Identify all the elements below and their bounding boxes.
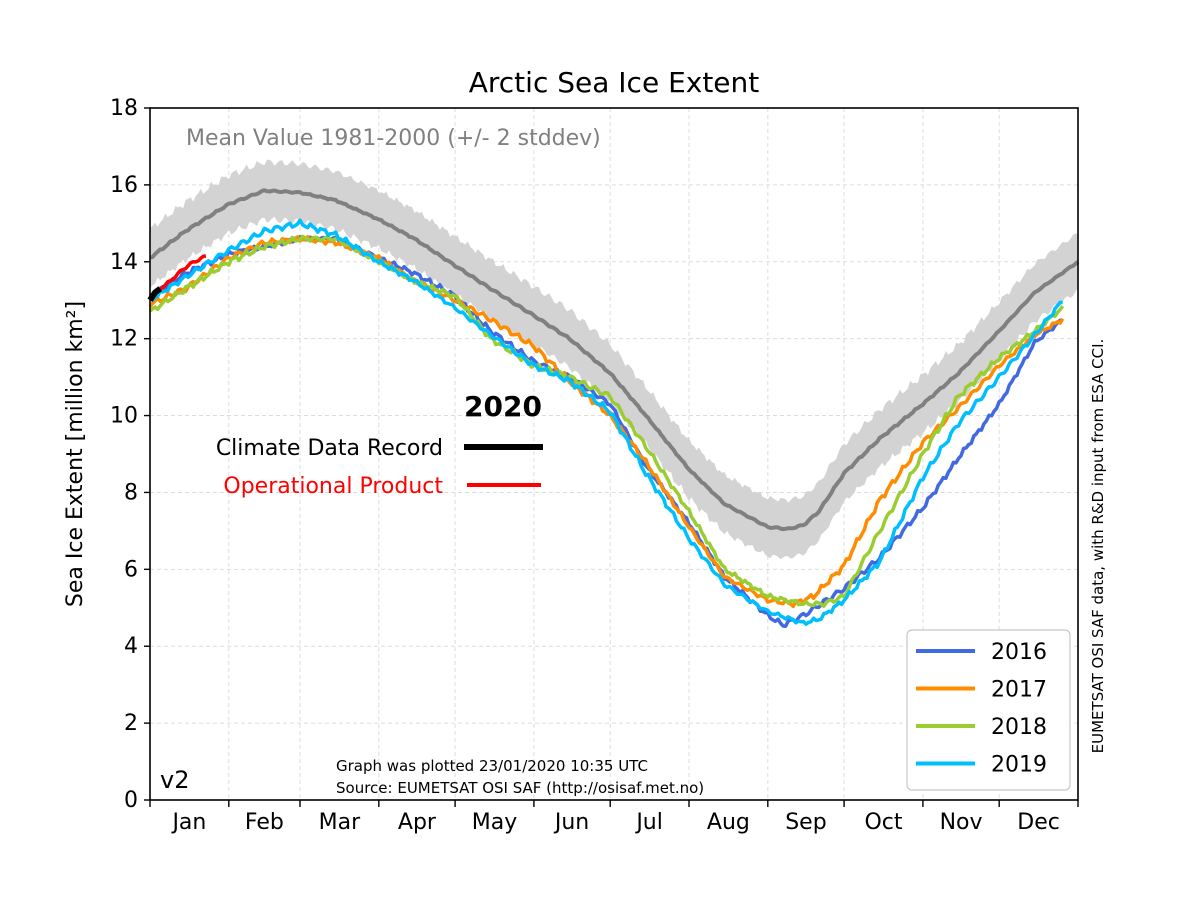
series-line-2018: [148, 234, 1065, 608]
mean-label: Mean Value 1981-2000 (+/- 2 stddev): [186, 126, 601, 151]
mean-stddev-band: [150, 159, 1078, 560]
source-note: Source: EUMETSAT OSI SAF (http://osisaf.…: [336, 779, 704, 797]
y-tick-label: 10: [110, 404, 138, 429]
y-axis-label: Sea Ice Extent [million km²]: [63, 301, 88, 607]
legend-label-2017: 2017: [991, 678, 1047, 703]
legend-label-2019: 2019: [991, 753, 1047, 778]
y-tick-label: 16: [110, 173, 138, 198]
y-tick-label: 8: [124, 480, 138, 505]
legend-label-2018: 2018: [991, 715, 1047, 740]
cdr-label: Climate Data Record: [216, 436, 443, 461]
y-tick-label: 0: [124, 788, 138, 813]
legend-label-2016: 2016: [991, 640, 1047, 665]
y-tick-label: 18: [110, 96, 138, 121]
x-tick-label: Apr: [398, 810, 437, 835]
x-tick-label: Jun: [553, 810, 589, 835]
x-tick-label: Sep: [785, 810, 826, 835]
year-legend: 2016 2017 2018 2019: [906, 629, 1071, 791]
mean-band-layer: [149, 159, 1080, 560]
plot-frame: [149, 107, 1079, 801]
mean-line: [149, 188, 1080, 532]
version-label: v2: [160, 766, 189, 794]
series-layer: [147, 218, 1065, 628]
y-tick-label: 6: [124, 557, 138, 582]
x-tick-label: Mar: [319, 810, 361, 835]
climate-data-record-line: [147, 286, 162, 302]
chart-title: Arctic Sea Ice Extent: [469, 66, 760, 99]
y-axis-ticks: 0 2 4 6 8 10 12 14 16 18: [110, 96, 150, 813]
y-tick-label: 12: [110, 327, 138, 352]
current-year-title: 2020: [464, 390, 542, 423]
x-axis-ticks: Jan Feb Mar Apr May Jun Jul Aug Sep Oct Nov Dec: [149, 800, 1079, 835]
y-tick-label: 4: [124, 634, 138, 659]
side-note: EUMETSAT OSI SAF data, with R&D input fr…: [1089, 339, 1107, 754]
x-tick-label: Oct: [864, 810, 902, 835]
x-tick-label: Feb: [245, 810, 284, 835]
x-tick-label: Aug: [707, 810, 750, 835]
series-line-2019: [148, 218, 1063, 626]
x-tick-label: May: [472, 810, 517, 835]
op-label: Operational Product: [223, 474, 443, 499]
plotted-note: Graph was plotted 23/01/2020 10:35 UTC: [336, 757, 648, 775]
x-tick-label: Jul: [634, 810, 663, 835]
x-tick-label: Nov: [940, 810, 983, 835]
x-tick-label: Dec: [1017, 810, 1060, 835]
x-tick-label: Jan: [170, 810, 206, 835]
legend-box: [906, 629, 1071, 791]
y-tick-label: 2: [124, 711, 138, 736]
y-tick-label: 14: [110, 250, 138, 275]
